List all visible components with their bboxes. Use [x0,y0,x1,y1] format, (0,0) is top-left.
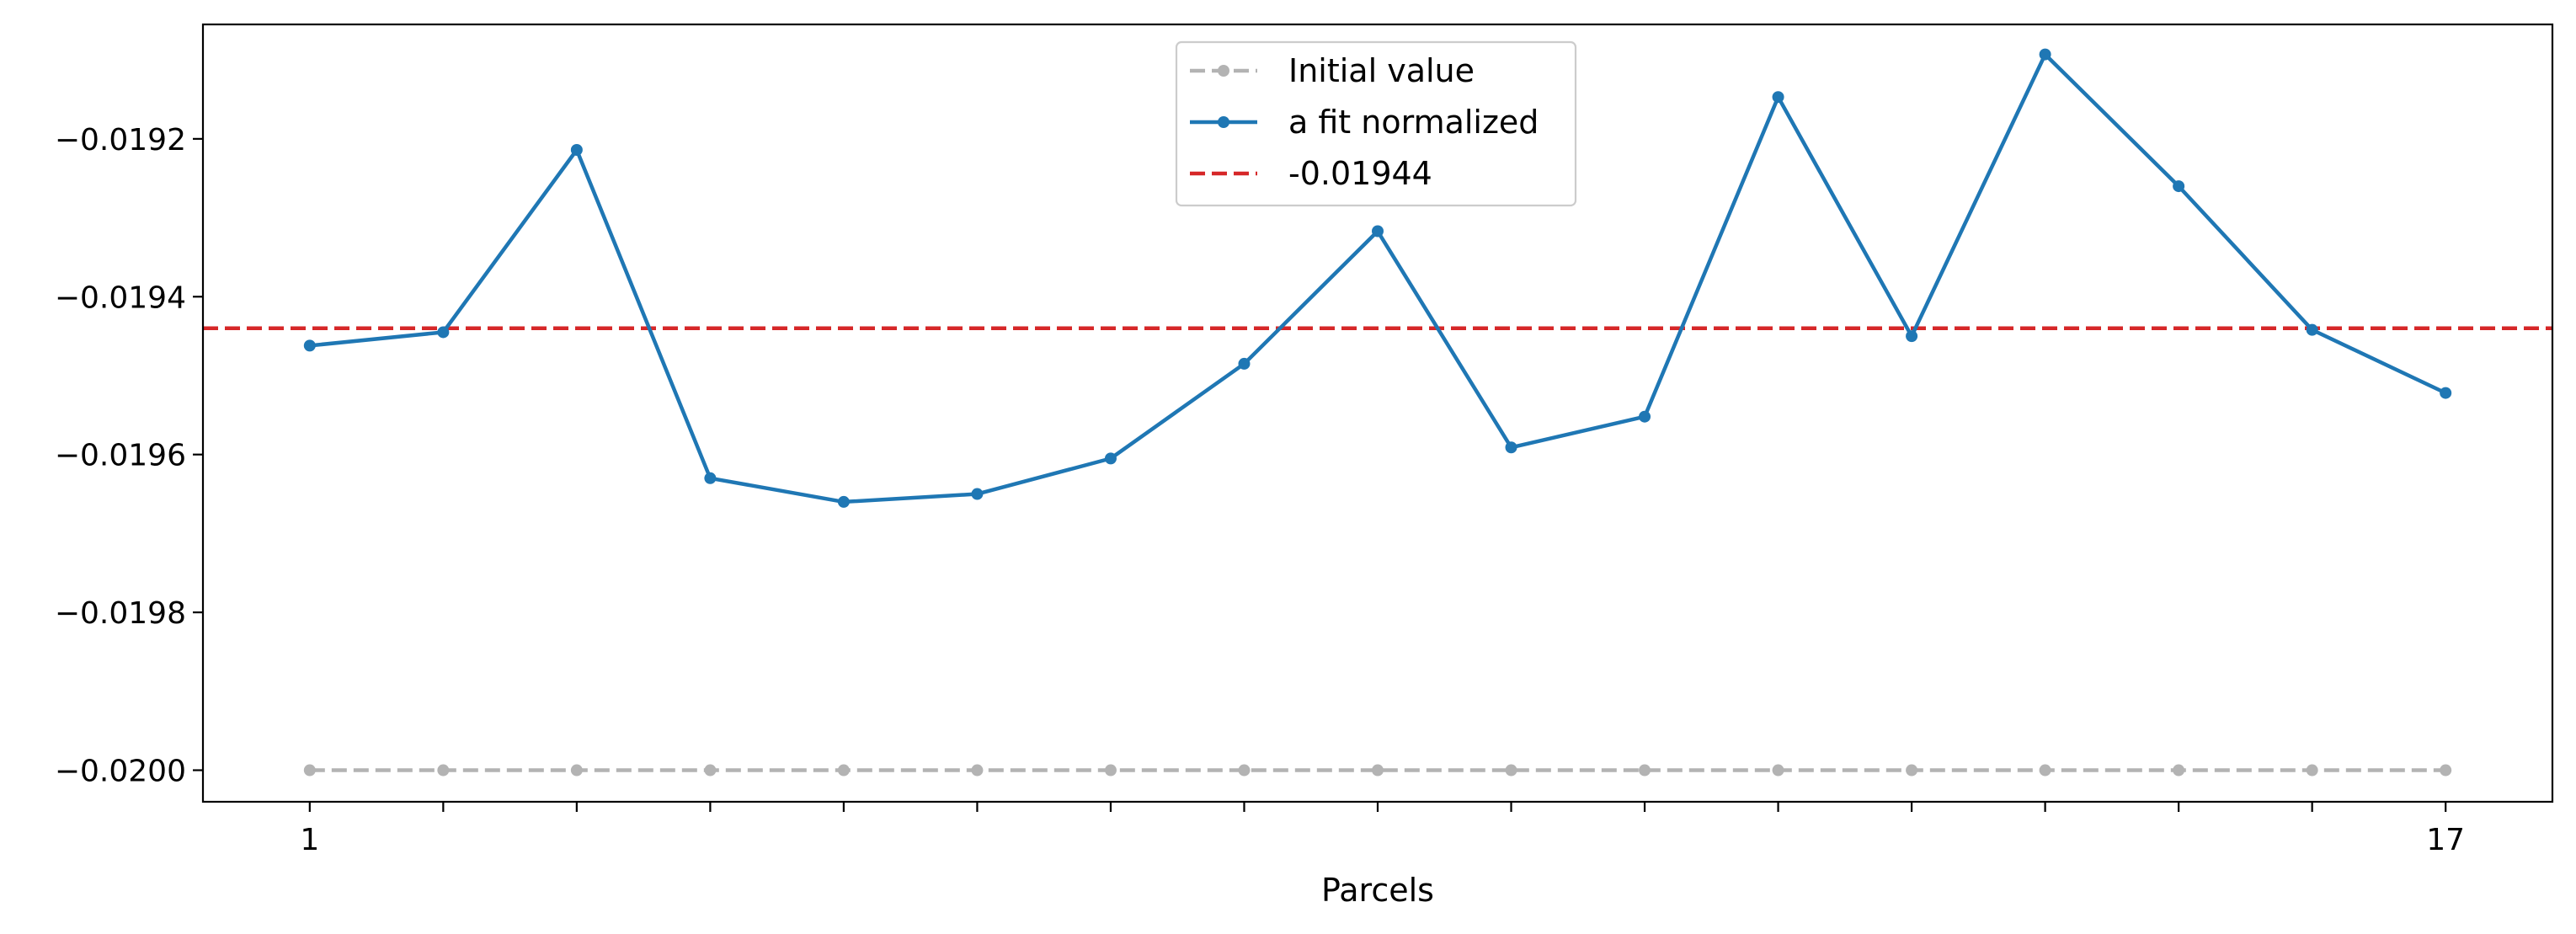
x-tick-label: 17 [2426,823,2465,857]
series-point-a-fit-normalized [1238,357,1251,370]
series-point-a-fit-normalized [570,143,583,156]
legend: Initial value a fit normalized -0.01944 [1175,40,1577,207]
y-axis: −0.0192 −0.0194 −0.0196 −0.0198 −0.0200 [55,123,203,789]
series-point-initial-value [1772,764,1784,777]
series-point-a-fit-normalized [1906,330,1918,343]
series-point-a-fit-normalized [1772,91,1784,104]
legend-swatch-marker [1218,116,1229,128]
y-tick-label: −0.0192 [55,123,186,157]
series-point-a-fit-normalized [2306,323,2318,336]
series-point-initial-value [837,764,850,777]
y-tick-label: −0.0194 [55,280,186,315]
series-point-initial-value [971,764,984,777]
legend-entry-label: a fit normalized [1288,104,1539,141]
series-point-initial-value [1906,764,1918,777]
series-point-initial-value [1238,764,1251,777]
series-point-a-fit-normalized [704,472,717,484]
series-point-initial-value [1104,764,1117,777]
series-point-a-fit-normalized [303,339,316,352]
series-point-a-fit-normalized [837,495,850,508]
series-point-initial-value [2440,764,2452,777]
series-point-a-fit-normalized [2440,387,2452,399]
x-axis-label: Parcels [1321,872,1434,909]
y-tick-label: −0.0196 [55,439,186,473]
y-tick-label: −0.0200 [55,755,186,789]
series-point-initial-value [2039,764,2051,777]
series-point-a-fit-normalized [971,488,984,500]
legend-entry-label: -0.01944 [1288,155,1432,192]
legend-entry-label: Initial value [1288,52,1475,89]
legend-swatch-marker [1218,65,1229,77]
series-point-initial-value [437,764,450,777]
series-point-initial-value [2306,764,2318,777]
series-point-a-fit-normalized [2039,48,2051,61]
series-point-initial-value [570,764,583,777]
y-tick-label: −0.0198 [55,596,186,631]
series-point-initial-value [1505,764,1517,777]
series-point-initial-value [1372,764,1384,777]
x-axis: 1 17 [300,802,2465,857]
series-point-a-fit-normalized [1505,441,1517,454]
series-point-initial-value [2173,764,2185,777]
series-point-a-fit-normalized [437,326,450,339]
series-point-a-fit-normalized [1639,410,1651,423]
series-point-initial-value [1639,764,1651,777]
series-point-a-fit-normalized [1104,452,1117,465]
series-point-a-fit-normalized [2173,180,2185,193]
series-point-initial-value [704,764,717,777]
legend-box [1175,40,1577,207]
series-point-a-fit-normalized [1372,225,1384,238]
x-tick-label: 1 [300,823,319,857]
series-point-initial-value [303,764,316,777]
plot-marks [203,48,2552,777]
